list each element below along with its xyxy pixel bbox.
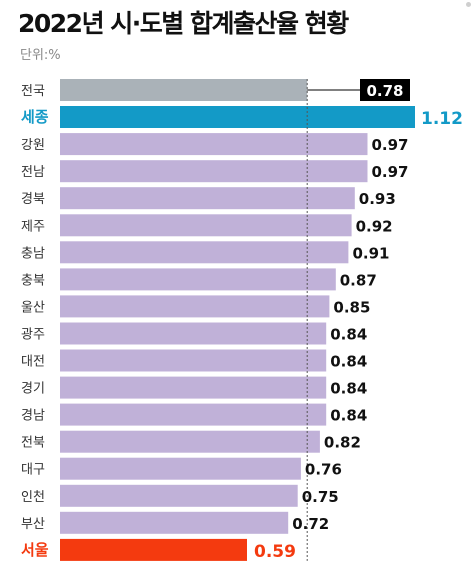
bar-전남 xyxy=(60,160,368,182)
bar-울산 xyxy=(60,295,329,317)
category-label: 충남 xyxy=(21,246,45,261)
category-label: 경기 xyxy=(21,382,45,397)
value-label: 0.87 xyxy=(340,271,377,289)
bar-부산 xyxy=(60,512,288,534)
bar-광주 xyxy=(60,323,326,345)
bar-서울 xyxy=(60,539,247,561)
category-label: 강원 xyxy=(21,138,45,153)
value-label: 0.93 xyxy=(359,190,396,208)
category-label: 충북 xyxy=(21,273,45,288)
bar-충북 xyxy=(60,268,336,290)
value-label: 0.84 xyxy=(330,353,367,371)
category-label: 전남 xyxy=(21,165,45,180)
bar-경기 xyxy=(60,377,326,399)
category-label: 경북 xyxy=(21,192,45,207)
category-label: 전북 xyxy=(21,436,45,451)
value-label: 0.84 xyxy=(330,407,367,425)
bar-제주 xyxy=(60,214,352,236)
value-label: 0.72 xyxy=(292,515,329,533)
bar-충남 xyxy=(60,241,348,263)
value-label: 0.91 xyxy=(352,244,389,262)
value-label: 0.97 xyxy=(371,136,408,154)
value-label: 0.76 xyxy=(305,461,342,479)
value-label: 0.82 xyxy=(324,434,361,452)
category-label: 인천 xyxy=(21,490,45,505)
category-label: 광주 xyxy=(21,328,45,343)
bar-세종 xyxy=(60,106,415,128)
value-label: 0.84 xyxy=(330,326,367,344)
category-label: 제주 xyxy=(21,219,45,234)
bar-대구 xyxy=(60,458,301,480)
category-label: 전국 xyxy=(21,84,45,99)
value-label: 0.85 xyxy=(333,298,370,316)
category-label: 대전 xyxy=(21,355,45,370)
category-label: 서울 xyxy=(21,541,49,559)
category-label: 경남 xyxy=(21,409,45,424)
category-label: 부산 xyxy=(21,517,45,532)
category-label: 대구 xyxy=(21,463,45,478)
value-label: 0.78 xyxy=(366,82,403,100)
bar-경북 xyxy=(60,187,355,209)
bar-전북 xyxy=(60,431,320,453)
category-label: 울산 xyxy=(21,300,45,315)
value-label: 0.97 xyxy=(371,163,408,181)
bar-강원 xyxy=(60,133,368,155)
value-label: 1.12 xyxy=(421,109,463,129)
value-label: 0.75 xyxy=(302,488,339,506)
bar-대전 xyxy=(60,350,326,372)
value-label: 0.92 xyxy=(356,217,393,235)
value-label: 0.59 xyxy=(254,542,296,562)
bar-인천 xyxy=(60,485,298,507)
value-label: 0.84 xyxy=(330,380,367,398)
category-label: 세종 xyxy=(21,108,49,126)
bar-전국 xyxy=(60,79,307,101)
bar-경남 xyxy=(60,404,326,426)
